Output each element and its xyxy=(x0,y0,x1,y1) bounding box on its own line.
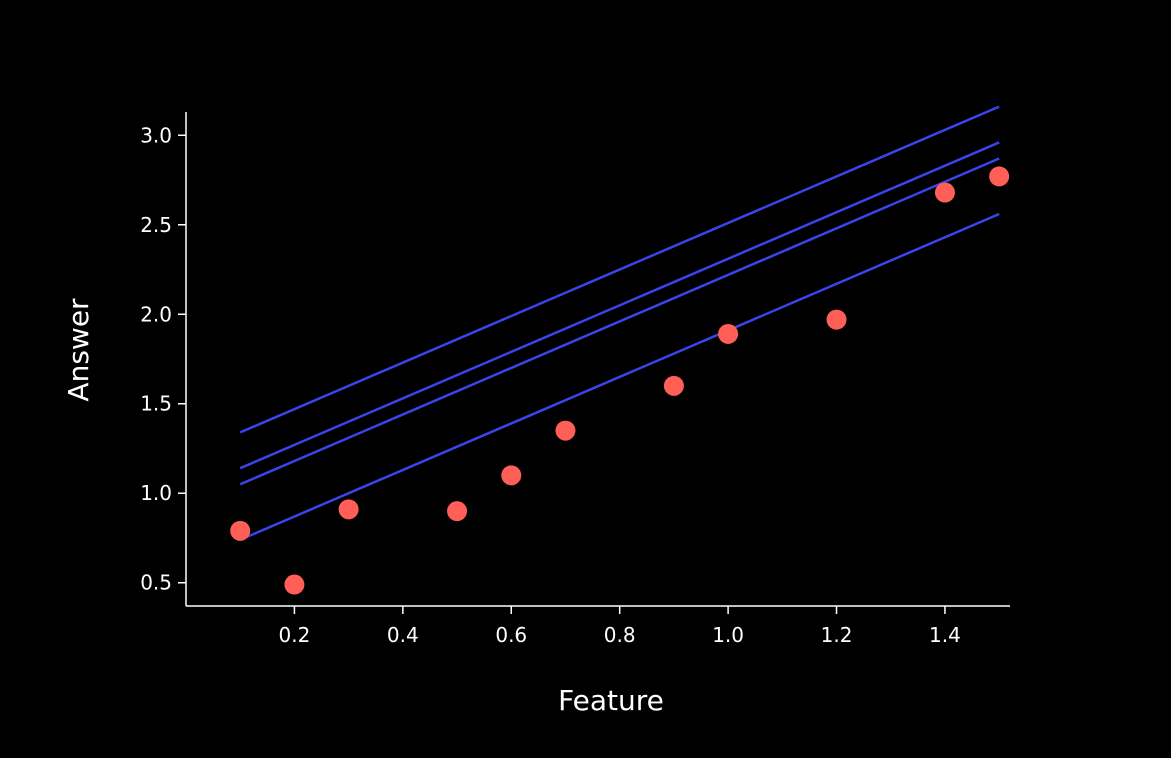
x-tick-label: 0.6 xyxy=(495,623,527,647)
y-tick-label: 2.0 xyxy=(140,302,172,326)
fit-line xyxy=(239,105,1000,434)
x-tick-label: 0.4 xyxy=(387,623,419,647)
x-tick-label: 1.4 xyxy=(929,623,961,647)
axes xyxy=(185,112,1010,607)
data-point xyxy=(989,166,1010,187)
y-tick-label: 1.0 xyxy=(140,481,172,505)
data-point xyxy=(230,520,251,541)
x-axis-label: Feature xyxy=(558,684,664,717)
data-points xyxy=(230,166,1010,595)
data-point xyxy=(555,420,576,441)
data-point xyxy=(826,309,847,330)
x-tick-label: 0.8 xyxy=(604,623,636,647)
data-point xyxy=(447,501,468,522)
x-tick-label: 1.0 xyxy=(712,623,744,647)
fit-line xyxy=(239,141,1000,470)
x-tick-label: 1.2 xyxy=(821,623,853,647)
data-point xyxy=(718,323,739,344)
fit-line xyxy=(239,157,1000,486)
y-tick-label: 0.5 xyxy=(140,571,172,595)
data-point xyxy=(501,465,522,486)
data-point xyxy=(338,499,359,520)
x-tick-label: 0.2 xyxy=(279,623,311,647)
y-tick-label: 1.5 xyxy=(140,392,172,416)
data-point xyxy=(934,182,955,203)
y-axis-label: Answer xyxy=(62,298,95,402)
data-point xyxy=(284,574,305,595)
y-ticks: 0.5 1.0 1.5 2.0 2.5 3.0 xyxy=(140,123,186,595)
fit-line xyxy=(239,212,1000,541)
y-tick-label: 2.5 xyxy=(140,213,172,237)
fit-lines xyxy=(239,105,1000,541)
x-ticks: 0.2 0.4 0.6 0.8 1.0 1.2 1.4 xyxy=(279,606,961,647)
data-point xyxy=(663,375,684,396)
y-tick-label: 3.0 xyxy=(140,123,172,147)
